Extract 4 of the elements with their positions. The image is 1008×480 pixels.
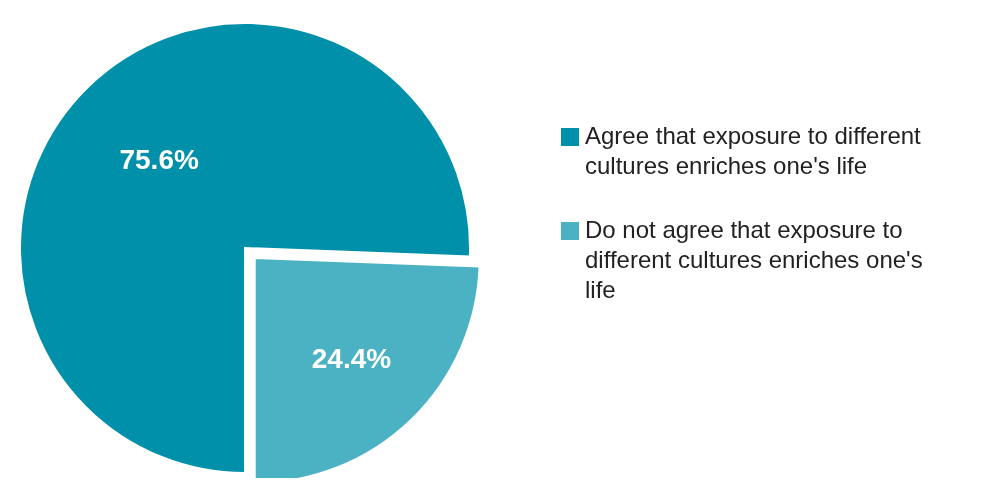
legend-label: Agree that exposure to different cultures enriches one's life: [585, 122, 922, 179]
data-label: 24.4%: [311, 343, 392, 375]
data-label: 75.6%: [119, 143, 199, 175]
legend-label: Do not agree that exposure to different cultures enriches one's life: [585, 216, 923, 303]
